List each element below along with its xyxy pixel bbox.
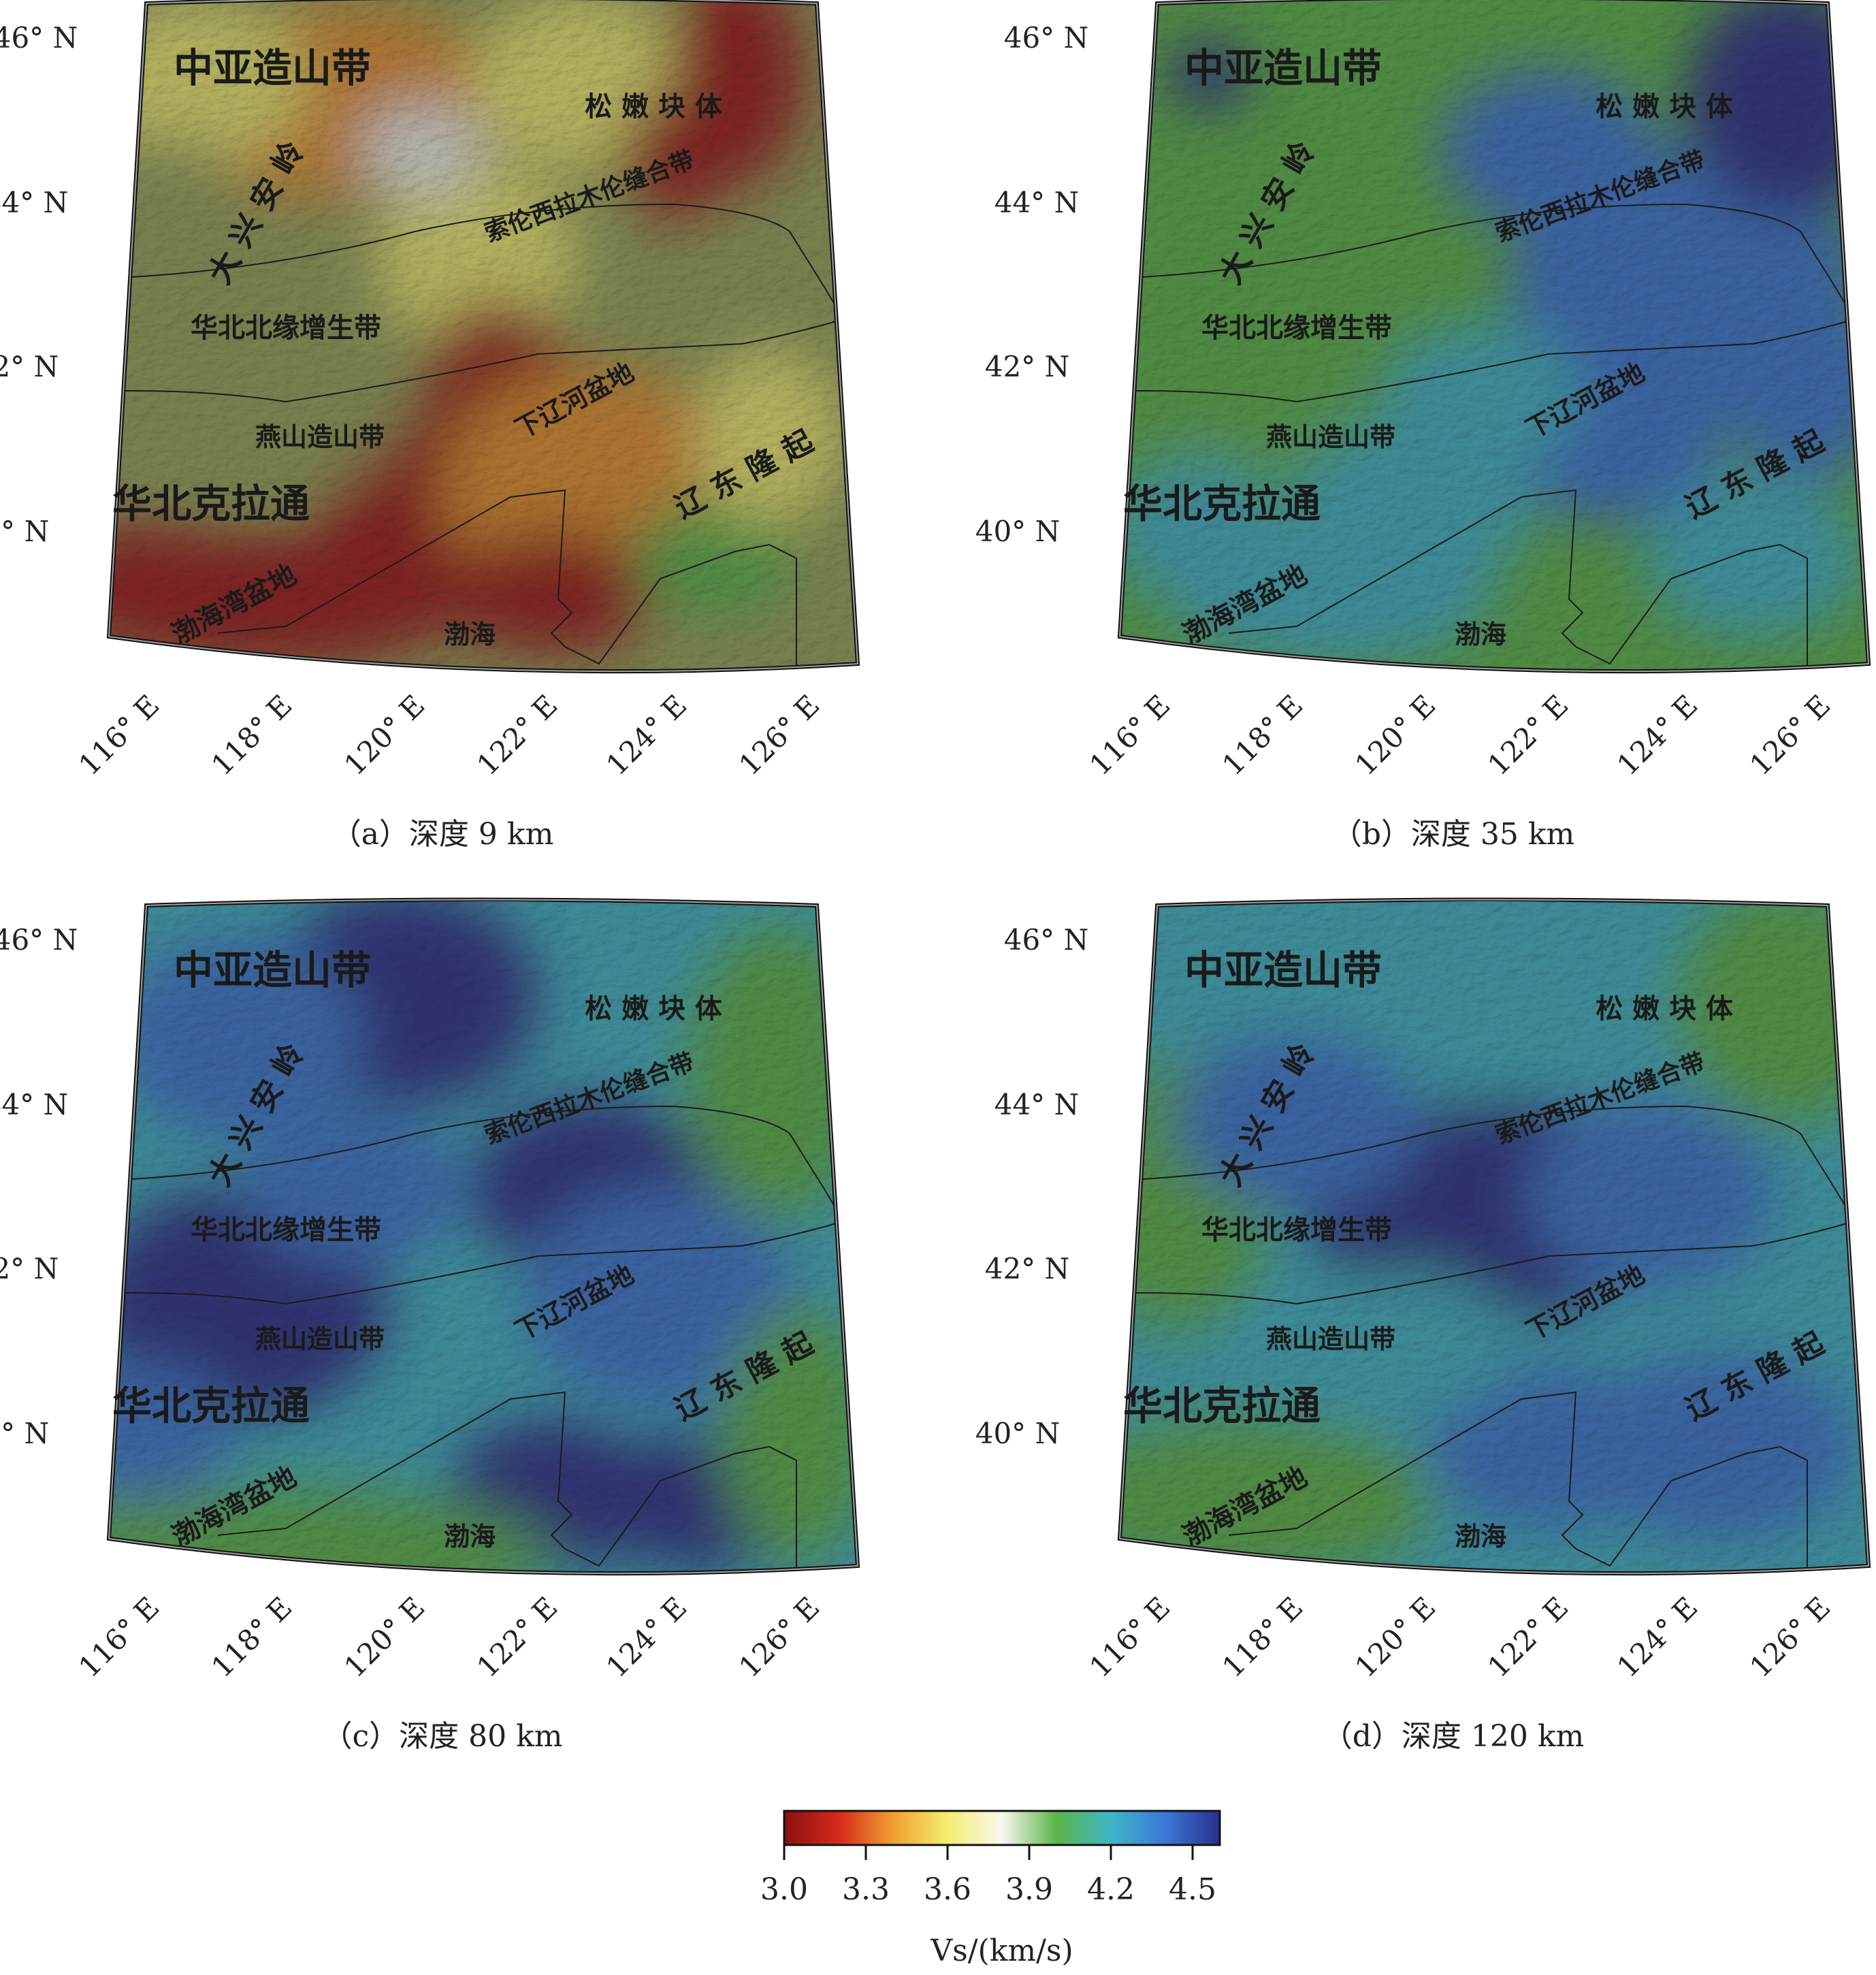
caption-c: （c）深度 80 km [323, 1719, 563, 1754]
latitude-label: 40° N [975, 1417, 1061, 1450]
region-label-songnen_block: 松 嫩 块 体 [585, 91, 722, 123]
latitude-label: 40° N [0, 1417, 49, 1450]
caption-a: （a）深度 9 km [331, 817, 554, 852]
latitude-label: 42° N [985, 350, 1070, 383]
accretion-boundary [1120, 312, 1869, 403]
latitude-label: 44° N [994, 1088, 1080, 1121]
longitude-label: 120° E [338, 1590, 431, 1684]
region-label-songnen_block: 松 嫩 块 体 [585, 993, 722, 1025]
region-label-north_china_craton: 华北克拉通 [112, 1383, 310, 1429]
longitude-label: 122° E [1481, 1590, 1574, 1684]
region-label-yanshan_orogen: 燕山造山带 [1266, 422, 1395, 452]
longitude-label: 126° E [732, 1590, 826, 1684]
latitude-label: 46° N [1004, 21, 1089, 54]
longitude-label: 118° E [1216, 1590, 1309, 1684]
region-label-north_margin_accretion: 华北北缘增生带 [191, 1215, 381, 1246]
longitude-label: 124° E [600, 1590, 693, 1684]
longitude-label: 126° E [732, 688, 826, 782]
region-label-yanshan_orogen: 燕山造山带 [1266, 1324, 1395, 1354]
region-label-bohai: 渤海 [444, 620, 496, 649]
latitude-label: 44° N [994, 186, 1080, 219]
region-label-songnen_block: 松 嫩 块 体 [1596, 993, 1733, 1025]
region-label-bohai: 渤海 [1455, 1522, 1506, 1552]
region-label-north_china_craton: 华北克拉通 [112, 481, 310, 527]
colorbar-tick-label: 3.0 [760, 1872, 808, 1907]
longitude-label: 120° E [338, 688, 431, 782]
region-label-yanshan_orogen: 燕山造山带 [255, 422, 385, 452]
caption-b: （b）深度 35 km [1332, 817, 1575, 852]
colorbar-tick-label: 4.5 [1169, 1872, 1216, 1907]
region-label-north_margin_accretion: 华北北缘增生带 [191, 312, 381, 344]
region-label-north_china_craton: 华北克拉通 [1123, 481, 1321, 527]
region-label-songnen_block: 松 嫩 块 体 [1596, 91, 1733, 123]
longitude-label: 124° E [600, 688, 693, 782]
region-label-north_china_craton: 华北克拉通 [1123, 1383, 1321, 1429]
colorbar-ramp [783, 1810, 1221, 1846]
region-label-yanshan_orogen: 燕山造山带 [255, 1324, 385, 1354]
liaodong-boundary [564, 543, 797, 667]
region-label-central_asia_orogen: 中亚造山带 [1184, 45, 1382, 91]
latitude-label: 46° N [0, 21, 78, 54]
map-panel-b: 中亚造山带松 嫩 块 体大 兴 安 岭索伦西拉木伦缝合带华北北缘增生带燕山造山带… [975, 0, 1871, 852]
accretion-boundary [109, 1215, 858, 1305]
longitude-label: 124° E [1611, 688, 1704, 782]
colorbar-tick-label: 3.6 [924, 1872, 971, 1907]
region-label-central_asia_orogen: 中亚造山带 [1184, 947, 1382, 993]
bohai-boundary [217, 1391, 573, 1550]
suture-boundary [109, 1105, 845, 1223]
longitude-label: 122° E [1481, 688, 1574, 782]
region-label-north_margin_accretion: 华北北缘增生带 [1201, 312, 1392, 344]
liaodong-boundary [564, 1445, 797, 1569]
map-panel-c: 中亚造山带松 嫩 块 体大 兴 安 岭索伦西拉木伦缝合带华北北缘增生带燕山造山带… [0, 897, 860, 1754]
longitude-label: 120° E [1348, 1590, 1442, 1684]
latitude-label: 46° N [0, 923, 78, 957]
region-label-north_margin_accretion: 华北北缘增生带 [1201, 1215, 1392, 1246]
bohai-boundary [1228, 1391, 1584, 1550]
region-label-central_asia_orogen: 中亚造山带 [174, 947, 371, 993]
longitude-label: 116° E [72, 1590, 165, 1684]
suture-boundary [1120, 1105, 1856, 1223]
liaodong-boundary [1575, 543, 1808, 667]
colorbar-tick-label: 3.9 [1005, 1872, 1053, 1907]
map-panel-d: 中亚造山带松 嫩 块 体大 兴 安 岭索伦西拉木伦缝合带华北北缘增生带燕山造山带… [975, 897, 1871, 1754]
latitude-label: 42° N [0, 350, 59, 383]
colorbar-tick-label: 4.2 [1087, 1872, 1135, 1907]
region-label-central_asia_orogen: 中亚造山带 [174, 45, 371, 91]
latitude-label: 40° N [0, 515, 49, 548]
longitude-label: 116° E [72, 688, 165, 782]
longitude-label: 124° E [1611, 1590, 1704, 1684]
longitude-label: 126° E [1743, 688, 1837, 782]
region-label-bohai: 渤海 [1455, 620, 1506, 649]
longitude-label: 116° E [1083, 1590, 1176, 1684]
latitude-label: 44° N [0, 1088, 68, 1121]
caption-d: （d）深度 120 km [1323, 1719, 1585, 1754]
bohai-boundary [1228, 489, 1584, 647]
longitude-label: 118° E [205, 688, 298, 782]
liaodong-boundary [1575, 1445, 1808, 1569]
latitude-label: 40° N [975, 515, 1061, 548]
longitude-label: 116° E [1083, 688, 1176, 782]
colorbar-tick-label: 3.3 [842, 1872, 890, 1907]
longitude-label: 120° E [1348, 688, 1442, 782]
latitude-label: 46° N [1004, 923, 1089, 957]
latitude-label: 42° N [985, 1252, 1070, 1285]
colorbar: 3.0 3.3 3.6 3.9 4.2 4.5 Vs/(km/s) [760, 1810, 1221, 1968]
map-panel-a: 中亚造山带松 嫩 块 体大 兴 安 岭索伦西拉木伦缝合带华北北缘增生带燕山造山带… [0, 0, 860, 852]
longitude-label: 118° E [205, 1590, 298, 1684]
longitude-label: 122° E [470, 1590, 564, 1684]
bohai-boundary [217, 489, 573, 647]
suture-boundary [1120, 203, 1856, 321]
accretion-boundary [109, 312, 858, 403]
longitude-label: 126° E [1743, 1590, 1837, 1684]
longitude-label: 122° E [470, 688, 564, 782]
latitude-label: 42° N [0, 1252, 59, 1285]
accretion-boundary [1120, 1215, 1869, 1305]
colorbar-label: Vs/(km/s) [930, 1933, 1073, 1968]
region-label-bohai: 渤海 [444, 1522, 496, 1552]
suture-boundary [109, 203, 845, 321]
longitude-label: 118° E [1216, 688, 1309, 782]
latitude-label: 44° N [0, 186, 68, 219]
